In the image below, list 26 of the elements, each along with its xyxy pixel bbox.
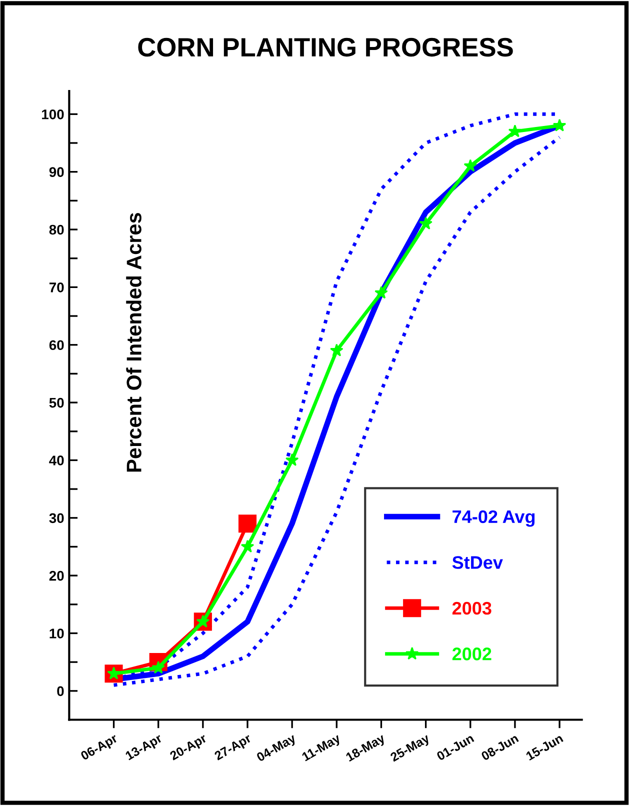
y-tick-label: 70 (49, 282, 64, 292)
legend-label: 2002 (452, 648, 492, 660)
point (552, 118, 566, 132)
point (240, 540, 254, 552)
point (508, 124, 522, 138)
chart-title: CORN PLANTING PROGRESS (138, 38, 513, 57)
y-tick-label: 10 (50, 628, 64, 638)
point (464, 159, 478, 172)
legend-label: 2003 (452, 602, 492, 615)
y-tick-label: 30 (49, 513, 64, 524)
y-tick-label: 60 (49, 340, 64, 350)
y-tick-label: 80 (49, 224, 64, 235)
point (285, 453, 299, 466)
point (330, 344, 344, 356)
y-tick-label: 90 (49, 167, 64, 177)
point (419, 216, 432, 230)
y-tick-label: 40 (49, 456, 64, 466)
y-tick-label: 100 (42, 109, 64, 120)
legend-label: StDev (452, 556, 503, 569)
point (238, 514, 257, 533)
y-axis-title: Percent Of Intended Acres (126, 212, 142, 472)
y-tick-label: 50 (49, 398, 64, 408)
y-tick-label: 20 (49, 570, 64, 581)
point (374, 286, 388, 299)
legend-label: 74-02 Avg (452, 510, 535, 527)
y-tick-label: 0 (57, 686, 64, 696)
